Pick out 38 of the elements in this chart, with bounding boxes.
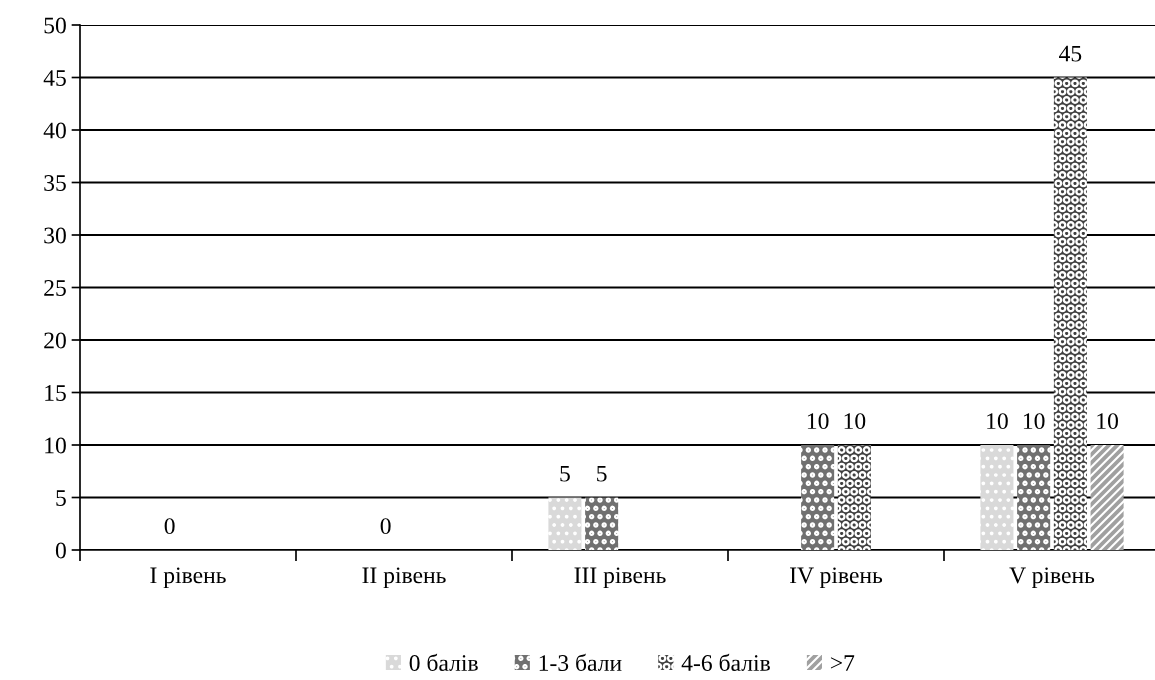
data-label: 10 (844, 413, 866, 430)
x-tick-label: I рівень (150, 567, 226, 589)
legend-label: >7 (830, 655, 855, 671)
x-tick-label: IV рівень (790, 567, 883, 589)
y-tick-label: 35 (44, 175, 66, 191)
y-tick-label: 45 (43, 70, 66, 86)
data-label: 45 (1059, 45, 1082, 62)
data-label: 5 (560, 465, 570, 482)
data-label: 10 (807, 413, 829, 430)
bar (1053, 77, 1087, 550)
legend-label: 4-6 балів (681, 653, 770, 671)
y-tick-label: 20 (44, 332, 66, 349)
bar (1090, 445, 1124, 550)
data-label: 10 (1097, 413, 1118, 430)
legend-label: 1-3 бали (539, 653, 622, 671)
bar (837, 445, 871, 550)
data-label: 5 (597, 465, 607, 482)
y-tick-label: 50 (44, 17, 66, 34)
data-label: 0 (380, 518, 391, 535)
y-tick-label: 0 (55, 542, 66, 559)
data-label: 10 (1023, 413, 1045, 430)
data-label: 0 (164, 518, 175, 535)
bar (1017, 445, 1051, 550)
bar (980, 445, 1014, 550)
x-tick-label: III рівень (574, 567, 666, 589)
y-tick-label: 10 (45, 437, 66, 454)
bar (548, 497, 582, 550)
y-tick-label: 5 (56, 490, 66, 506)
x-tick-label: V рівень (1009, 567, 1095, 589)
y-tick-label: 30 (44, 227, 66, 244)
y-tick-label: 40 (43, 122, 66, 139)
data-label: 10 (987, 413, 1008, 430)
x-tick-label: II рівень (362, 567, 446, 589)
y-tick-label: 25 (44, 280, 66, 296)
y-tick-label: 15 (45, 385, 66, 401)
bar (801, 445, 835, 550)
bar (585, 497, 619, 550)
legend-label: 0 балів (409, 653, 478, 671)
